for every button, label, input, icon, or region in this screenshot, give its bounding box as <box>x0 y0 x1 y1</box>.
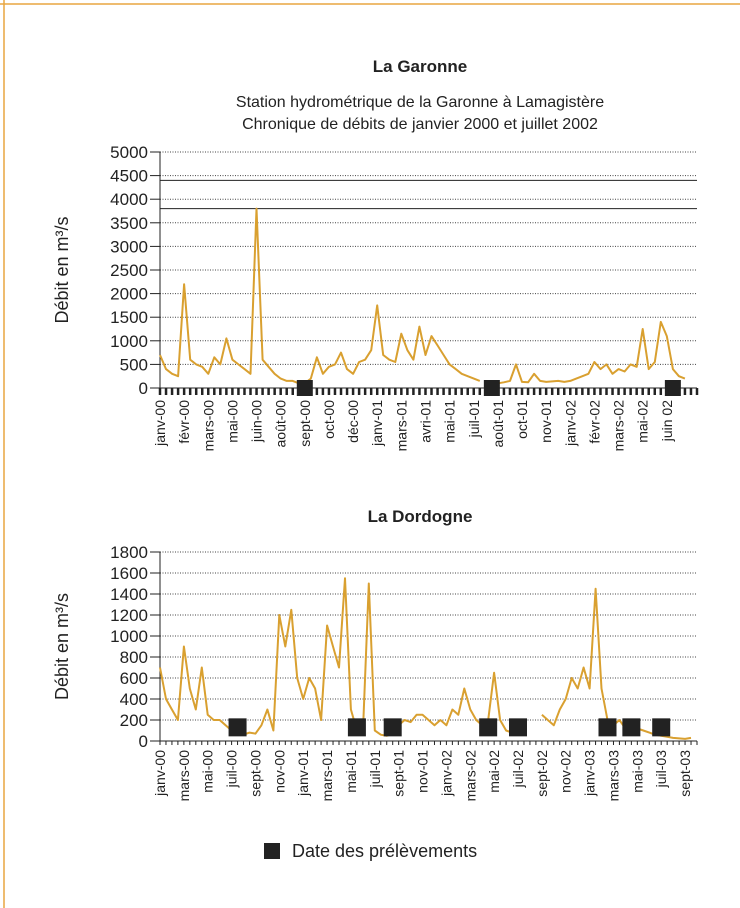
x-tick-label: juin-00 <box>249 400 265 443</box>
x-tick-label: mars-01 <box>393 400 409 452</box>
y-tick-label: 3000 <box>110 237 148 256</box>
x-tick-label: mars-02 <box>611 400 627 452</box>
y-tick-label: 800 <box>120 648 148 667</box>
y-axis-label: Débit en m³/s <box>52 216 72 323</box>
sampling-marker <box>479 718 498 737</box>
flow-line <box>159 577 692 740</box>
x-tick-label: mars-00 <box>176 750 192 802</box>
x-tick-label: mai-00 <box>224 400 240 443</box>
y-tick-label: 4500 <box>110 167 148 186</box>
x-tick-label: août-01 <box>490 400 506 448</box>
x-tick-label: août-00 <box>273 400 289 448</box>
chart-subtitle: Chronique de débits de janvier 2000 et j… <box>242 116 598 133</box>
x-tick-label: janv-01 <box>369 400 385 447</box>
sampling-marker <box>509 718 527 737</box>
y-tick-label: 0 <box>139 732 148 751</box>
x-tick-label: nov-02 <box>558 750 574 793</box>
y-axis-label: Débit en m³/s <box>52 593 72 700</box>
y-tick-label: 1000 <box>110 332 148 351</box>
x-tick-label: mars-02 <box>462 750 478 802</box>
x-tick-label: juil-03 <box>653 750 669 789</box>
y-tick-label: 200 <box>120 711 148 730</box>
x-tick-label: mai-01 <box>442 400 458 443</box>
x-tick-label: nov-01 <box>538 400 554 443</box>
x-tick-label: avri-01 <box>417 400 433 443</box>
x-tick-label: mai-01 <box>343 750 359 793</box>
y-tick-label: 1800 <box>110 543 148 562</box>
y-tick-label: 1400 <box>110 585 148 604</box>
x-tick-label: sept-00 <box>297 400 313 447</box>
x-tick-label: sept-00 <box>247 750 263 797</box>
x-tick-label: juil-01 <box>466 400 482 439</box>
sampling-marker <box>598 718 617 737</box>
sampling-marker <box>383 718 402 737</box>
y-tick-label: 0 <box>139 379 148 398</box>
x-tick-label: févr-02 <box>586 400 602 444</box>
flow-line <box>159 207 686 385</box>
sampling-marker <box>347 718 366 737</box>
x-tick-label: nov-01 <box>415 750 431 793</box>
x-tick-label: janv-00 <box>152 400 168 447</box>
x-tick-label: sept-01 <box>391 750 407 797</box>
x-tick-label: mars-01 <box>319 750 335 802</box>
y-tick-label: 5000 <box>110 143 148 162</box>
sampling-marker <box>296 380 313 396</box>
x-tick-label: févr-00 <box>176 400 192 444</box>
x-tick-label: mars-03 <box>605 750 621 802</box>
y-tick-label: 1500 <box>110 308 148 327</box>
legend-swatch <box>264 843 280 859</box>
y-tick-label: 1600 <box>110 564 148 583</box>
sampling-marker <box>228 718 247 737</box>
sampling-marker <box>622 718 641 737</box>
y-tick-label: 3500 <box>110 214 148 233</box>
x-tick-label: juil-00 <box>224 750 240 789</box>
x-tick-label: janv-00 <box>152 750 168 797</box>
y-tick-label: 400 <box>120 690 148 709</box>
sampling-marker <box>483 380 500 396</box>
x-tick-label: déc-00 <box>345 400 361 443</box>
sampling-marker <box>652 718 671 737</box>
chart-title: La Dordogne <box>368 507 473 526</box>
x-tick-label: mai-02 <box>635 400 651 443</box>
sampling-marker <box>664 380 681 396</box>
y-tick-label: 2500 <box>110 261 148 280</box>
y-tick-label: 4000 <box>110 190 148 209</box>
chart-subtitle: Station hydrométrique de la Garonne à La… <box>236 94 604 111</box>
x-tick-label: janv-02 <box>438 750 454 797</box>
x-tick-label: oct-01 <box>514 400 530 439</box>
x-tick-label: mai-02 <box>486 750 502 793</box>
x-tick-label: sept-03 <box>677 750 693 797</box>
x-tick-label: sept-02 <box>534 750 550 797</box>
y-tick-label: 1200 <box>110 606 148 625</box>
y-tick-label: 2000 <box>110 285 148 304</box>
y-tick-label: 1000 <box>110 627 148 646</box>
y-tick-label: 600 <box>120 669 148 688</box>
y-tick-label: 500 <box>120 355 148 374</box>
x-tick-label: juil-02 <box>510 750 526 789</box>
x-tick-label: juin 02 <box>659 400 675 442</box>
legend-label: Date des prélèvements <box>292 841 477 861</box>
x-tick-label: janv-01 <box>295 750 311 797</box>
x-tick-label: janv-02 <box>562 400 578 447</box>
x-tick-label: juil-01 <box>367 750 383 789</box>
x-tick-label: mai-03 <box>629 750 645 793</box>
x-tick-label: nov-00 <box>271 750 287 793</box>
x-tick-label: janv-03 <box>582 750 598 797</box>
x-tick-label: oct-00 <box>321 400 337 439</box>
x-tick-label: mai-00 <box>200 750 216 793</box>
x-tick-label: mars-00 <box>200 400 216 452</box>
chart-title: La Garonne <box>373 57 467 76</box>
